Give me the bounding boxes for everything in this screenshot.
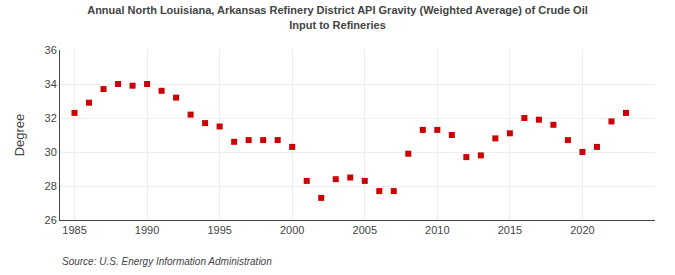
svg-text:Source: U.S. Energy Informatio: Source: U.S. Energy Information Administ…: [62, 256, 272, 267]
svg-text:30: 30: [45, 146, 57, 158]
svg-text:Degree: Degree: [12, 114, 27, 157]
svg-text:36: 36: [45, 44, 57, 56]
svg-text:1985: 1985: [62, 224, 86, 236]
svg-text:1995: 1995: [207, 224, 231, 236]
svg-text:26: 26: [45, 214, 57, 226]
svg-text:2005: 2005: [353, 224, 377, 236]
svg-text:32: 32: [45, 112, 57, 124]
svg-text:28: 28: [45, 180, 57, 192]
svg-text:2020: 2020: [570, 224, 594, 236]
svg-text:2000: 2000: [280, 224, 304, 236]
svg-text:34: 34: [45, 78, 57, 90]
svg-text:1990: 1990: [135, 224, 159, 236]
svg-text:Annual North Louisiana, Arkans: Annual North Louisiana, Arkansas Refiner…: [87, 4, 588, 30]
svg-text:2010: 2010: [425, 224, 449, 236]
svg-text:2015: 2015: [498, 224, 522, 236]
